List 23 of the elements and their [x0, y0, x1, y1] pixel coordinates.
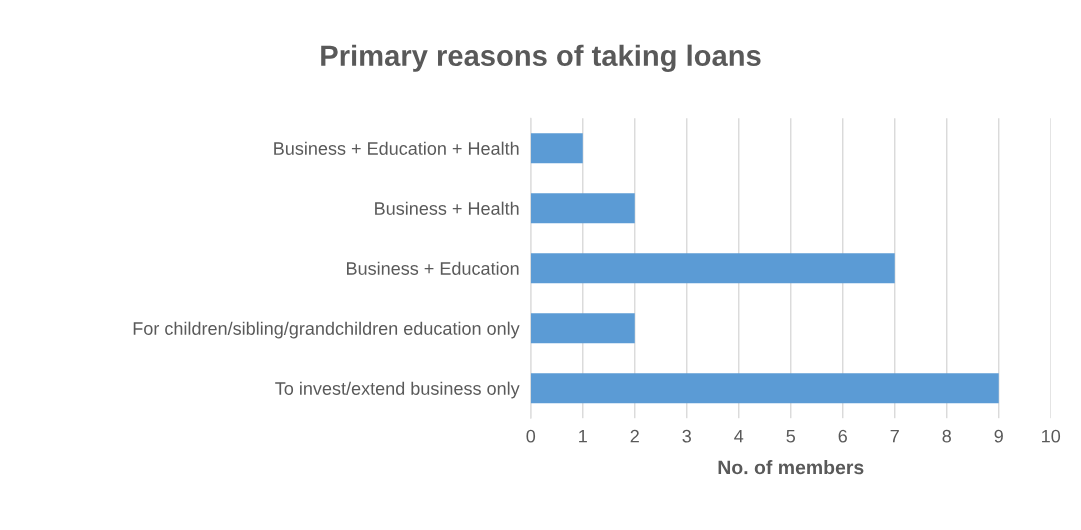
y-tick-label: For children/sibling/grandchildren education only [133, 321, 520, 339]
chart-title: Primary reasons of taking loans [321, 44, 761, 72]
x-tick-label: 6 [838, 429, 847, 443]
x-tick-label: 2 [630, 429, 639, 443]
x-tick-label: 5 [786, 429, 796, 443]
x-tick-label: 4 [734, 429, 744, 443]
y-tick-label: Business + Education + Health [274, 141, 519, 155]
bar [530, 313, 635, 344]
y-tick-label: Business + Health [375, 201, 519, 215]
x-tick-label: 3 [682, 429, 691, 443]
x-tick-label: 0 [526, 429, 536, 443]
x-tick-label: 9 [994, 429, 1003, 443]
y-tick-label: Business + Education [347, 261, 519, 275]
x-axis-title: No. of members [718, 460, 864, 475]
bar [530, 193, 635, 224]
x-tick-label: 8 [942, 429, 951, 443]
bar [530, 373, 999, 404]
bar [530, 253, 895, 284]
bar [530, 133, 583, 164]
x-tick-label: 1 [579, 429, 587, 443]
x-tick-label: 10 [1042, 429, 1061, 443]
y-tick-label: To invest/extend business only [275, 381, 520, 399]
x-tick-label: 7 [890, 429, 899, 443]
